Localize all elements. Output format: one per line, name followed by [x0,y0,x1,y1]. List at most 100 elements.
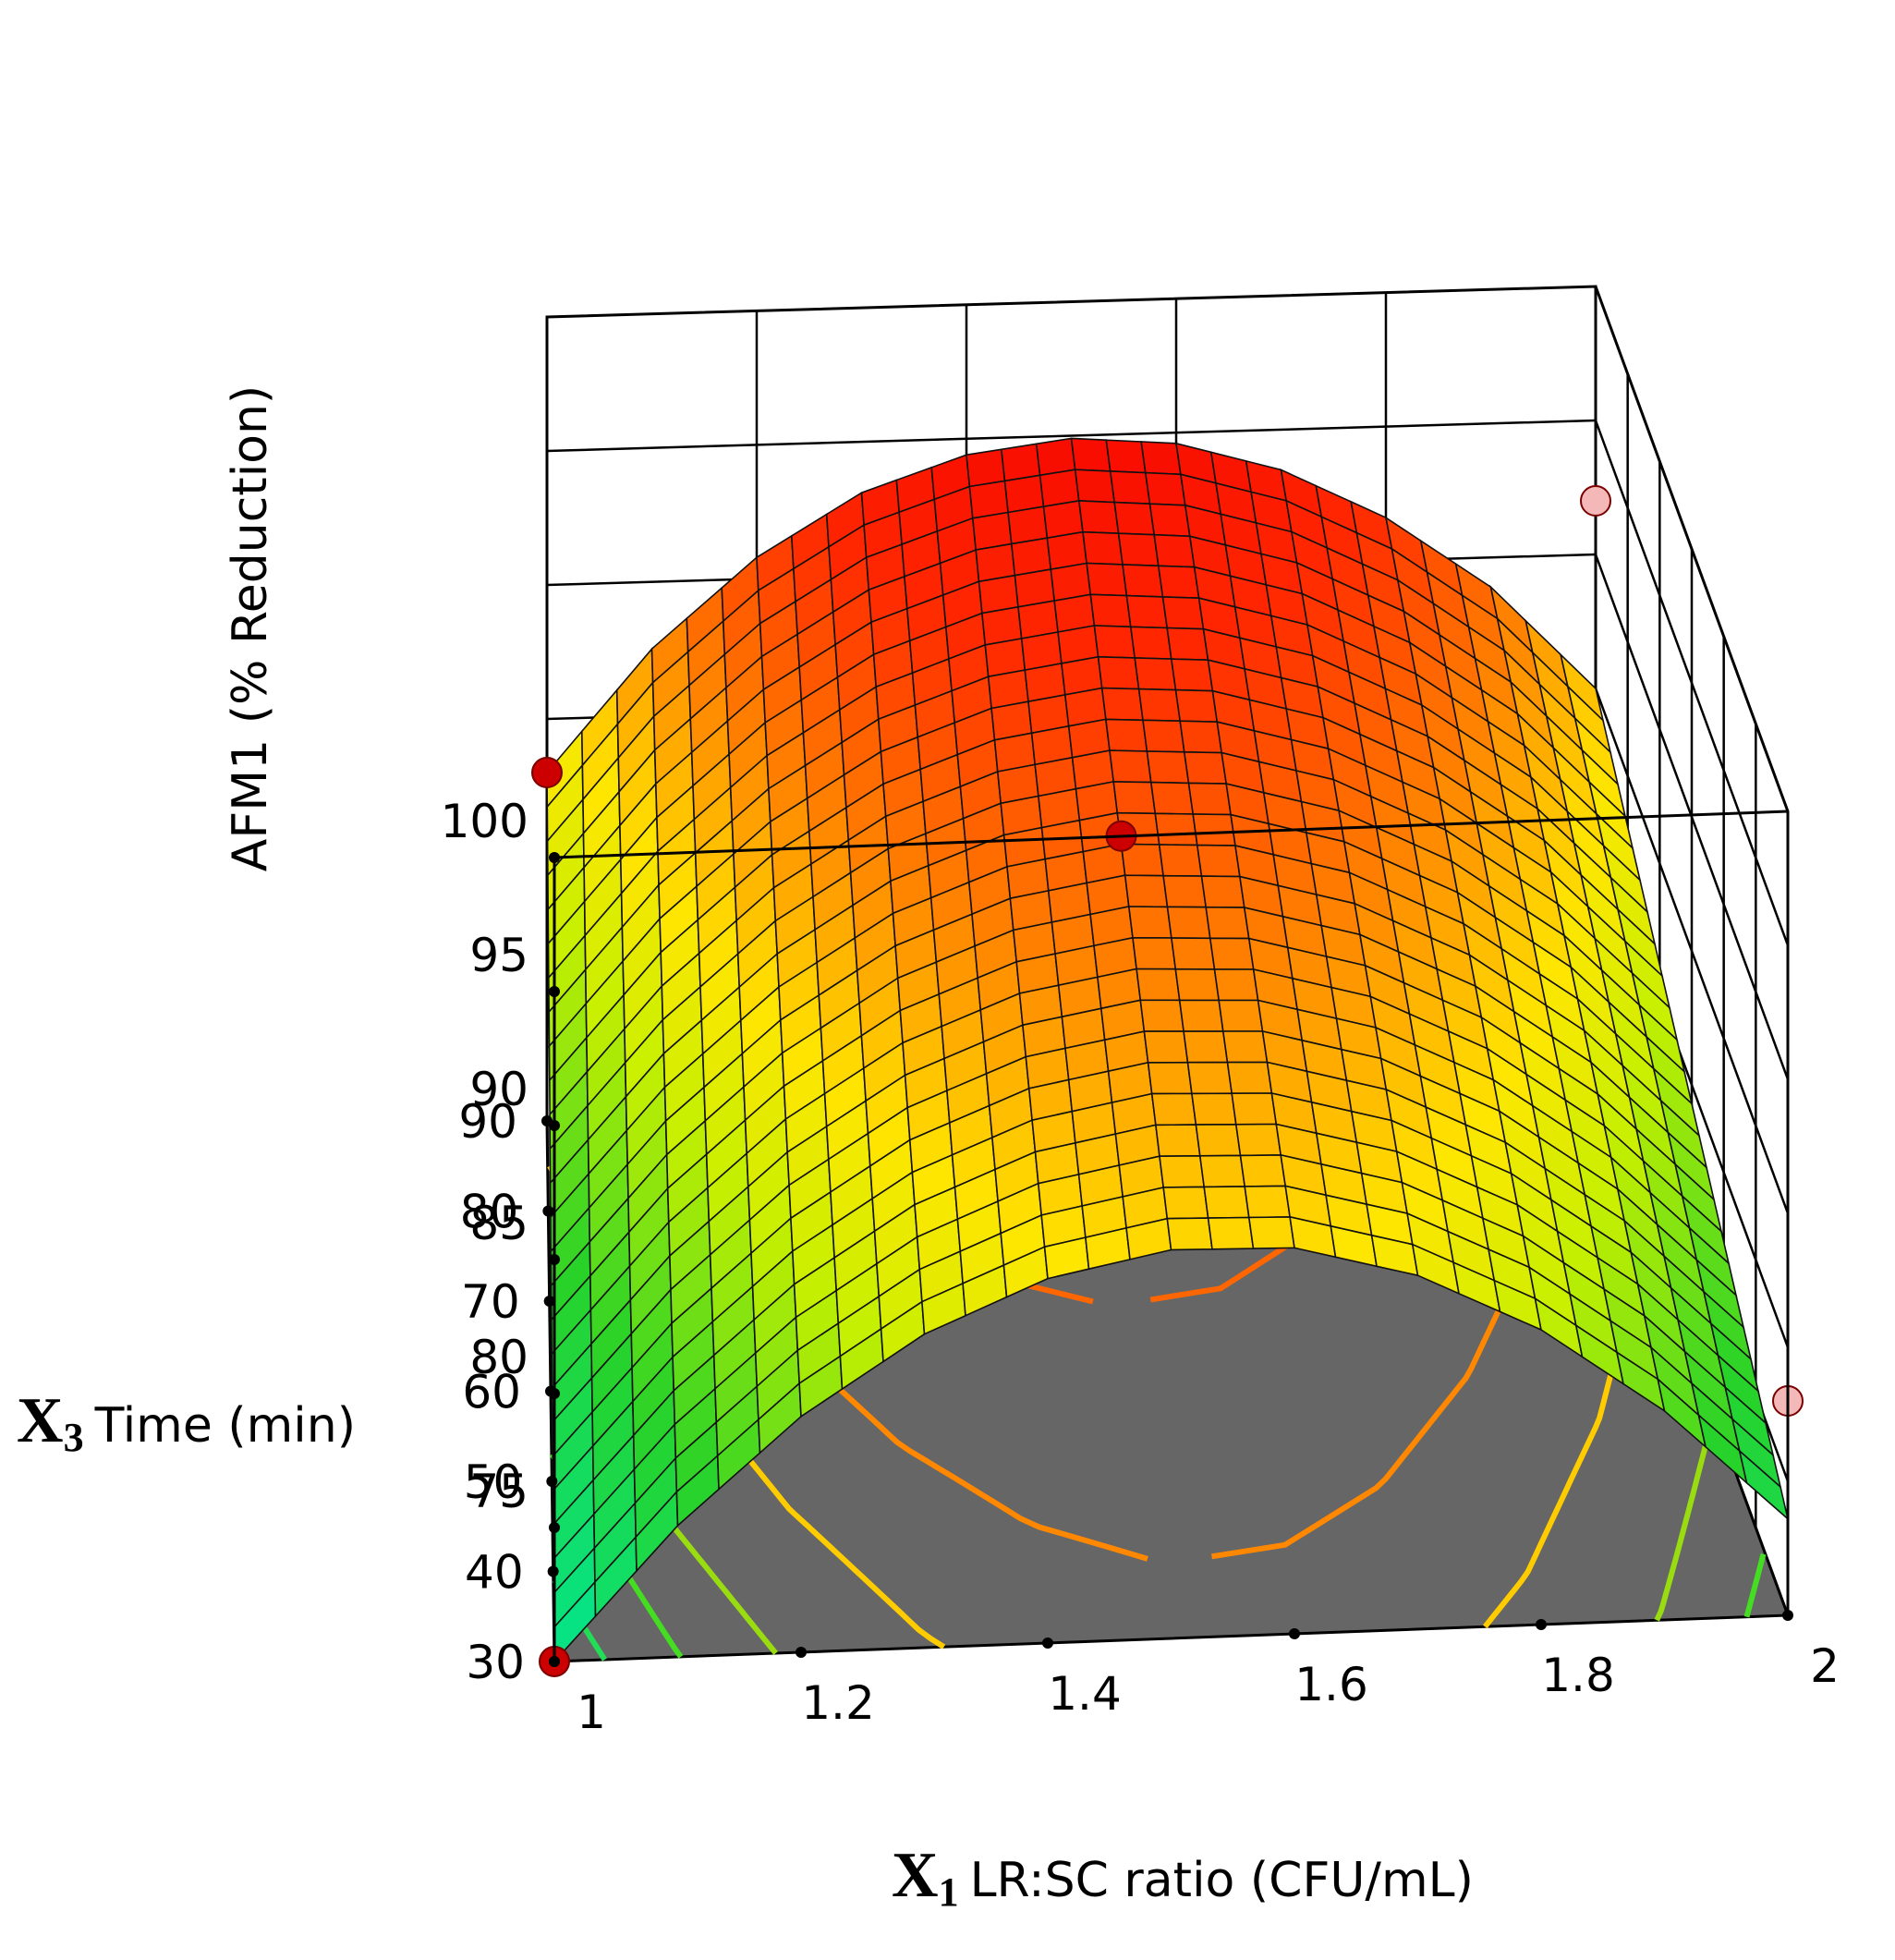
top-front-edge [553,810,1789,859]
surface-cell [1104,718,1148,752]
surface-cell [1125,594,1169,629]
z-axis-title: AFM1 (% Reduction) [223,385,278,871]
surface-cell [1244,1185,1292,1219]
surface-cell [1192,813,1236,846]
y-tick-label: 90 [458,1095,517,1149]
contour-line [1654,1413,1717,1622]
y-tick-label: 70 [461,1275,520,1329]
design-point [531,757,563,788]
contour-line [1743,1553,1767,1618]
surface-cell [1137,688,1182,723]
surface-cell [1000,443,1041,482]
x-axis-subscript: 1 [939,1869,959,1915]
y-tick-mark [545,1385,556,1397]
y-axis-subscript: 3 [64,1415,84,1460]
surface-cell [1136,968,1181,1002]
surface-cell [1162,874,1208,908]
surface-cell [1187,782,1233,816]
surface-cell [1074,469,1116,504]
surface-cell [1146,750,1190,785]
y-tick-label: 80 [460,1186,519,1239]
x-axis-symbol: X [892,1840,939,1911]
y-tick-label: 50 [464,1455,523,1509]
surface-cell [1140,441,1182,476]
surface-cell [1209,937,1255,970]
surface-cell [1226,1061,1273,1095]
surface-cell [1113,501,1156,536]
surface-cell [1132,936,1177,970]
surface-cell [1082,530,1124,566]
surface-cell [1149,781,1195,815]
surface-cell [1203,1186,1250,1219]
x-axis-label: LR:SC ratio (CFU/mL) [970,1853,1474,1908]
surface-cell [1127,906,1172,939]
x-tick-mark [1289,1628,1300,1639]
x-tick-label: 1 [577,1686,606,1739]
surface-cell [1143,1030,1189,1064]
back-grid-hline [546,419,1597,453]
right-grid-hline [1594,554,1790,1080]
surface-cell [1070,437,1111,472]
surface-cell [1218,999,1264,1032]
x-tick-label: 1.6 [1294,1658,1368,1711]
surface-cell [1148,503,1191,538]
z-tick-label: 80 [469,1331,528,1384]
x-tick-mark [549,1656,560,1667]
y-axis-title: X3 Time (min) [17,1385,356,1460]
surface-cell [1097,655,1140,690]
surface-cell [1089,593,1132,628]
x-tick-mark [1782,1610,1793,1621]
z-tick-mark [549,986,560,997]
surface-cell [1179,720,1223,754]
y-tick-mark [543,1296,555,1307]
surface-cell [1139,999,1185,1032]
y-tick-label: 40 [465,1546,524,1600]
surface-cell [1190,1092,1237,1126]
surface-cell [1105,439,1147,474]
surface-cell [1166,906,1211,940]
z-tick-label: 95 [469,929,528,982]
surface-cell [1112,781,1157,815]
surface-cell [1035,437,1076,477]
surface-cell [1109,470,1151,505]
surface-cell [1157,565,1200,600]
surface-cell [1109,749,1152,784]
surface-cell [1186,1061,1233,1095]
z-tick-label: 85 [469,1197,528,1250]
y-axis-label: Time (min) [94,1398,356,1454]
x-tick-mark [796,1647,807,1658]
right-grid-hline [1594,420,1790,946]
x-tick-mark [1536,1619,1547,1630]
surface-cell [1158,844,1203,877]
surface-cell [1162,1186,1209,1220]
x-tick-label: 1.8 [1541,1649,1615,1702]
surface-cell [1134,657,1177,691]
x-axis-title: X1 LR:SC ratio (CFU/mL) [892,1840,1474,1915]
surface-cell [1124,874,1169,908]
surface-cell [1153,533,1196,568]
surface-cell [1154,1124,1201,1158]
y-tick-mark [542,1205,554,1217]
response-surface [546,437,1790,1664]
y-tick-mark [541,1115,553,1126]
z-tick-mark [549,1522,560,1533]
surface-cell [1213,968,1259,1002]
surface-cell [1178,999,1224,1032]
surface-cell [1234,1123,1282,1157]
surface-cell [1142,719,1185,753]
surface-cell [1196,844,1241,878]
x-tick-label: 1.2 [801,1676,875,1730]
surface-cell [1159,1154,1206,1188]
y-tick-label: 60 [462,1366,521,1419]
surface-cell [1122,564,1164,598]
right-grid-hline [1594,688,1790,1214]
y-tick-label: 30 [466,1636,525,1689]
surface-cell [1100,687,1144,722]
surface-cell [1198,1154,1246,1188]
z-tick-mark [549,852,560,863]
surface-cell [1195,1123,1242,1157]
z-tick-label: 90 [469,1063,528,1116]
